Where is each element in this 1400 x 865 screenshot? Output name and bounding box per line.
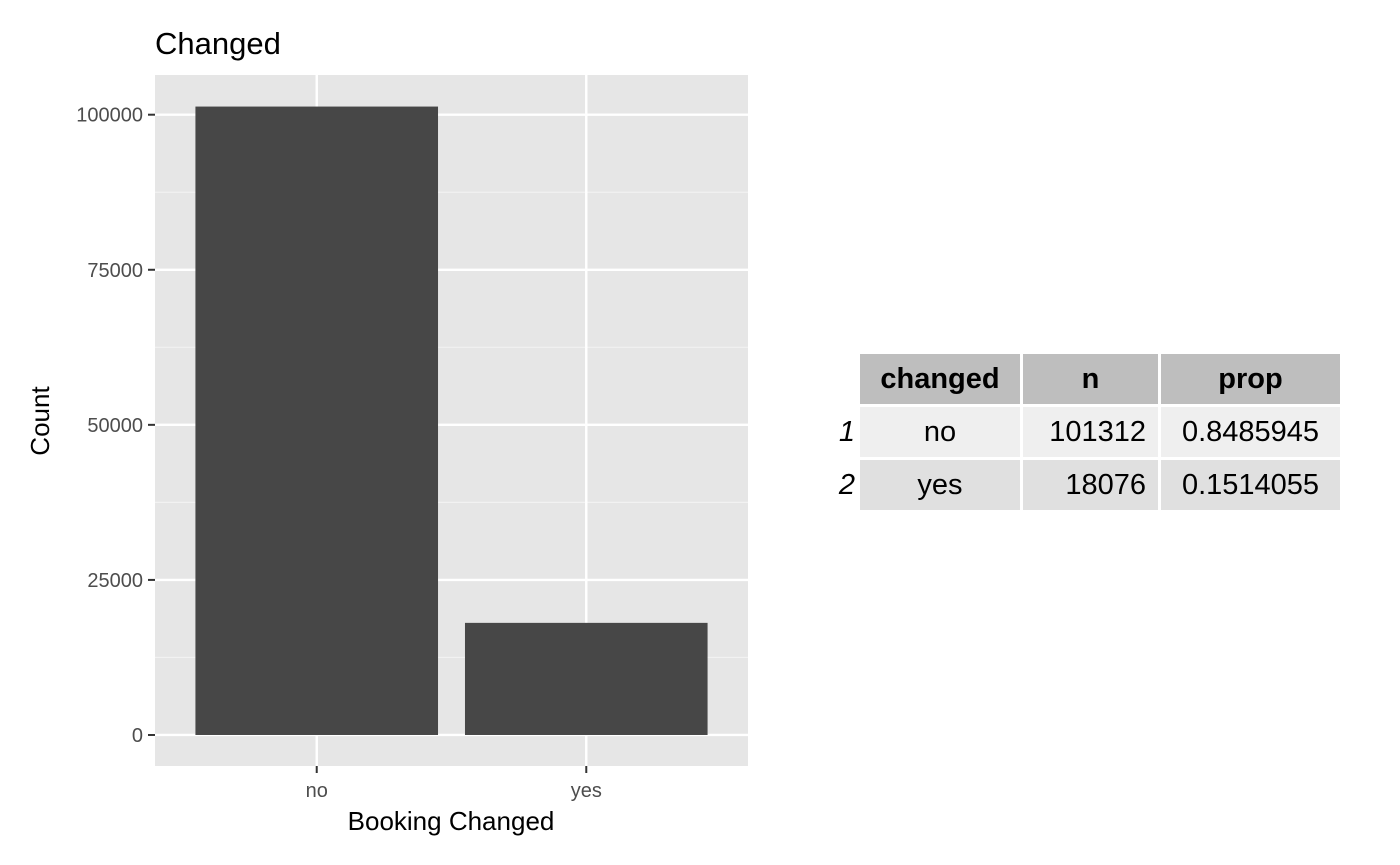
y-tick-label: 0: [132, 725, 143, 747]
cell-prop: 0.1514055: [1161, 460, 1340, 510]
column-header-prop: prop: [1161, 354, 1340, 404]
table-header-row: changed n prop: [833, 354, 1340, 404]
table-corner: [833, 354, 857, 404]
cell-changed: no: [860, 407, 1020, 457]
bar-no: [195, 106, 439, 735]
table-row: 2 yes 18076 0.1514055: [833, 460, 1340, 510]
bars: [195, 106, 708, 735]
cell-prop: 0.8485945: [1161, 407, 1340, 457]
x-tick-label: yes: [571, 780, 602, 802]
summary-table: changed n prop 1 no 101312 0.8485945 2 y…: [830, 351, 1343, 513]
column-header-changed: changed: [860, 354, 1020, 404]
y-tick-label: 100000: [76, 105, 143, 127]
bar-yes: [464, 622, 708, 735]
row-name: 2: [838, 468, 855, 501]
bar-chart: Changed 0 25000 50000 75000 100000 no yes Boo…: [25, 26, 748, 836]
y-axis-title: Count: [25, 386, 55, 456]
cell-n: 101312: [1023, 407, 1158, 457]
table-row: 1 no 101312 0.8485945: [833, 407, 1340, 457]
y-tick-label: 25000: [87, 570, 143, 592]
column-header-n: n: [1023, 354, 1158, 404]
y-tick-label: 50000: [87, 415, 143, 437]
cell-changed: yes: [860, 460, 1020, 510]
x-tick-label: no: [306, 780, 328, 802]
chart-title: Changed: [155, 26, 281, 61]
cell-n: 18076: [1023, 460, 1158, 510]
row-name: 1: [838, 415, 855, 448]
x-axis-title: Booking Changed: [348, 806, 555, 836]
y-axis: 0 25000 50000 75000 100000: [76, 105, 155, 747]
y-tick-label: 75000: [87, 260, 143, 282]
x-axis: no yes: [306, 766, 602, 802]
